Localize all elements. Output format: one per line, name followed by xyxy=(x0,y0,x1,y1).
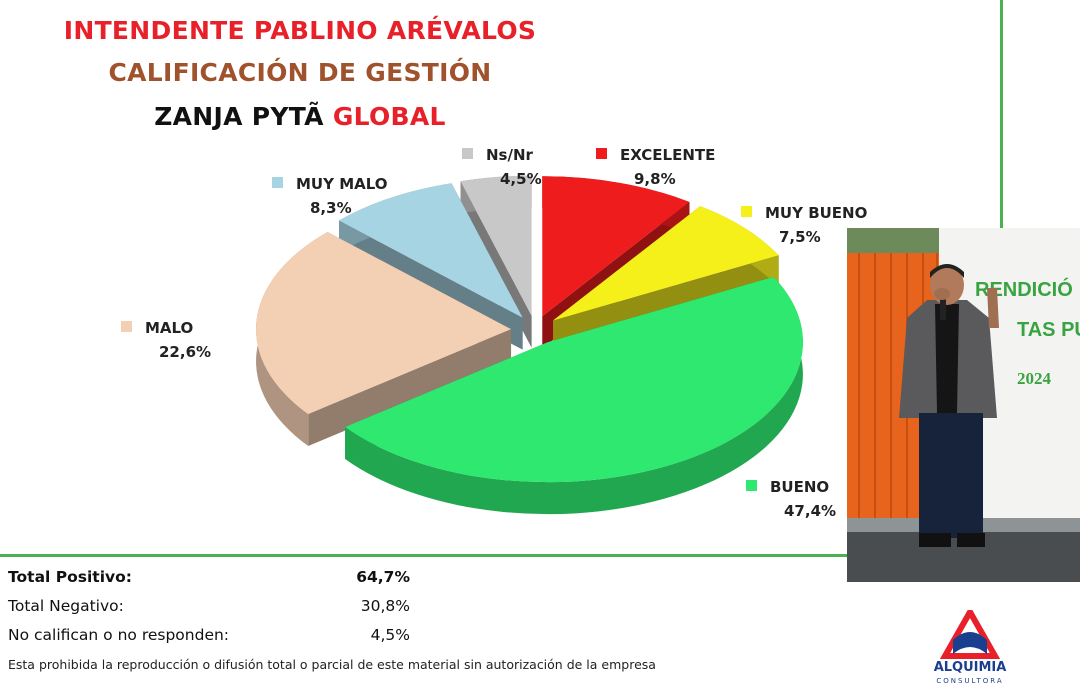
total-value: 30,8% xyxy=(360,597,410,615)
location-label: ZANJA PYTÃ xyxy=(154,102,324,131)
legend-swatch xyxy=(462,148,473,159)
slice-value-label: 9,8% xyxy=(634,170,676,188)
legend-swatch xyxy=(746,480,757,491)
total-value: 64,7% xyxy=(356,568,410,586)
pie-chart: EXCELENTE 9,8% MUY BUENO 7,5% BUENO 47,4% MALO… xyxy=(121,146,867,520)
total-label: Total Positivo: xyxy=(8,568,132,586)
slice-value-label: 22,6% xyxy=(159,343,211,361)
slice-value-label: 7,5% xyxy=(779,228,821,246)
scope-label: GLOBAL xyxy=(332,102,446,131)
pie-slice xyxy=(256,231,512,447)
total-row-positive: Total Positivo: 64,7% xyxy=(8,568,428,597)
slice-label: BUENO xyxy=(770,478,829,496)
legend-swatch xyxy=(596,148,607,159)
pie-slice xyxy=(345,276,803,515)
chart-subtitle-2: ZANJA PYTÃ GLOBAL xyxy=(0,102,600,131)
slice-label: EXCELENTE xyxy=(620,146,715,164)
legend-swatch xyxy=(121,321,132,332)
legend-swatch xyxy=(272,177,283,188)
logo-mark-icon xyxy=(939,605,1001,659)
slice-value-label: 8,3% xyxy=(310,199,352,217)
chart-subtitle: CALIFICACIÓN DE GESTIÓN xyxy=(108,58,492,87)
total-value: 4,5% xyxy=(370,626,410,644)
slice-label: MUY BUENO xyxy=(765,204,867,222)
total-row-negative: Total Negativo: 30,8% xyxy=(8,597,428,626)
banner-line-2: TAS PÚ xyxy=(1017,317,1080,341)
speaker-figure xyxy=(899,264,999,547)
slide-frame: INTENDENTE PABLINO ARÉVALOS CALIFICACIÓN… xyxy=(0,0,1003,557)
slice-label: Ns/Nr xyxy=(486,146,534,164)
totals-table: Total Positivo: 64,7% Total Negativo: 30… xyxy=(8,568,428,655)
speaker-photo: RENDICIÓ TAS PÚ 2024 xyxy=(847,228,1080,582)
slice-label: MUY MALO xyxy=(296,175,388,193)
banner-year: 2024 xyxy=(1017,369,1052,388)
logo-subtitle: CONSULTORA xyxy=(936,677,1004,685)
total-label: Total Negativo: xyxy=(8,597,124,615)
slice-value-label: 47,4% xyxy=(784,502,836,520)
total-label: No califican o no responden: xyxy=(8,626,230,644)
logo-name: ALQUIMIA xyxy=(933,660,1007,675)
legend-swatch xyxy=(741,206,752,217)
chart-title: INTENDENTE PABLINO ARÉVALOS xyxy=(63,16,537,45)
slice-label: MALO xyxy=(145,319,193,337)
total-row-nonresponse: No califican o no responden: 4,5% xyxy=(8,626,428,655)
slice-value-label: 4,5% xyxy=(500,170,542,188)
disclaimer-text: Esta prohibida la reproducción o difusió… xyxy=(8,657,656,672)
alquimia-logo: ALQUIMIA CONSULTORA xyxy=(915,605,1025,690)
